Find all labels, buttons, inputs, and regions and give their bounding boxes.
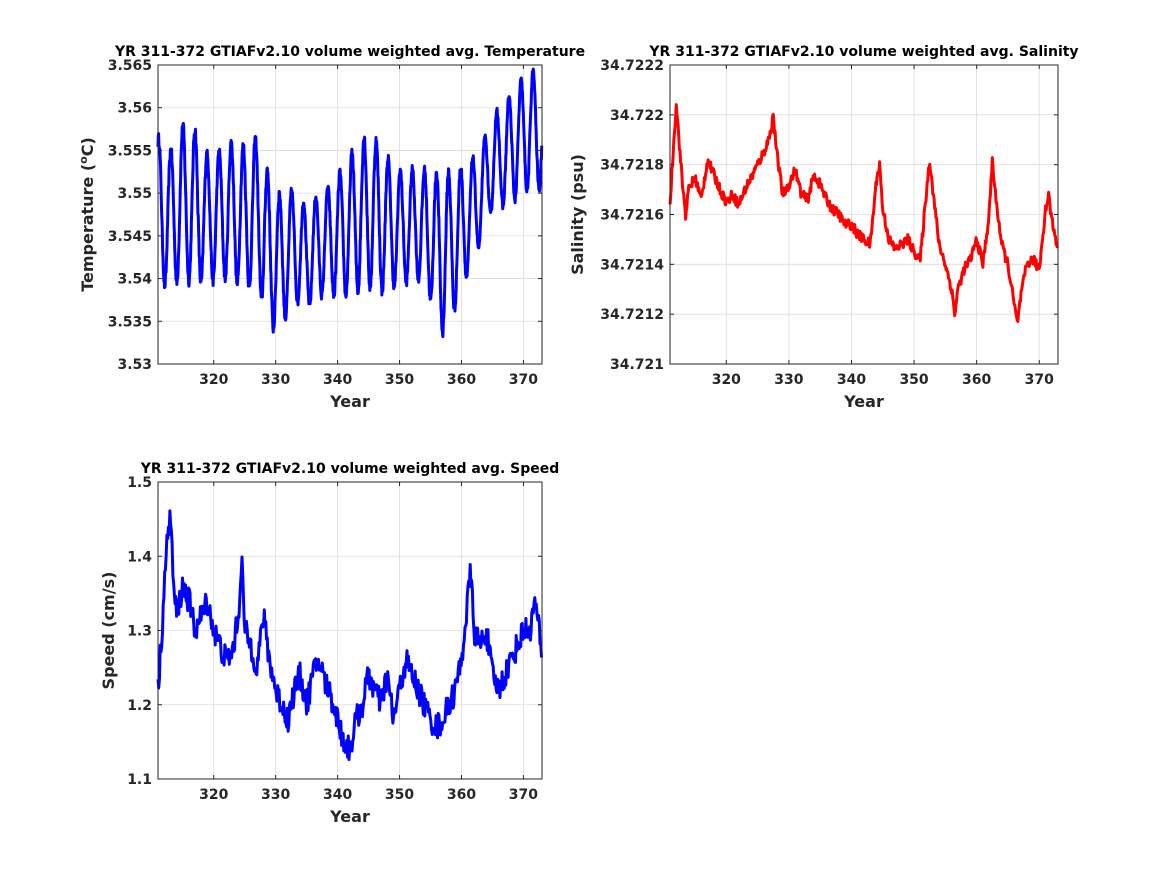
y-tick-label: 3.55 xyxy=(117,186,152,202)
x-axis-label: Year xyxy=(329,807,370,826)
y-tick-label: 3.555 xyxy=(108,143,152,159)
x-tick-label: 360 xyxy=(962,372,991,388)
x-tick-label: 330 xyxy=(261,787,290,803)
axes-frame xyxy=(157,64,543,365)
y-tick-label: 3.56 xyxy=(117,101,152,117)
chart-title: YR 311-372 GTIAFv2.10 volume weighted av… xyxy=(114,44,585,60)
y-tick-label: 1.3 xyxy=(127,624,152,640)
x-tick-label: 330 xyxy=(774,372,803,388)
x-tick-label: 330 xyxy=(261,372,290,388)
y-tick-label: 34.721 xyxy=(610,357,664,373)
x-tick-label: 340 xyxy=(837,372,866,388)
y-tick-label: 3.53 xyxy=(117,357,152,373)
x-tick-label: 320 xyxy=(199,372,228,388)
y-tick-label: 3.54 xyxy=(117,272,152,288)
y-axis-label: Temperature (oC) xyxy=(77,137,97,292)
x-tick-label: 370 xyxy=(1025,372,1054,388)
x-axis-label: Year xyxy=(329,392,370,411)
y-tick-label: 34.7218 xyxy=(600,158,664,174)
chart-title: YR 311-372 GTIAFv2.10 volume weighted av… xyxy=(140,461,560,477)
x-tick-label: 370 xyxy=(509,787,538,803)
y-tick-label: 34.7216 xyxy=(600,208,664,224)
y-tick-label: 3.565 xyxy=(108,58,152,74)
speed-chart: 320 330 340 350 360 370 1.1 1.2 1.3 1.4 1.5 Year Spe… xyxy=(99,461,559,826)
y-tick-label: 1.1 xyxy=(127,772,152,788)
series-line xyxy=(668,103,1059,323)
x-tick-label: 320 xyxy=(712,372,741,388)
y-tick-label: 3.545 xyxy=(108,229,152,245)
x-tick-label: 360 xyxy=(447,787,476,803)
y-tick-label: 34.7212 xyxy=(600,307,664,323)
temperature-chart: 320 330 340 350 360 370 3.53 3.535 3.54 3.545 3.55… xyxy=(77,44,585,411)
y-tick-label: 1.5 xyxy=(127,475,152,491)
y-tick-label: 1.4 xyxy=(127,549,152,565)
x-tick-label: 340 xyxy=(323,372,352,388)
y-tick-label: 34.7222 xyxy=(600,58,664,74)
series-line xyxy=(156,67,544,339)
x-axis-label: Year xyxy=(843,392,884,411)
y-axis-label: Speed (cm/s) xyxy=(99,572,118,690)
salinity-chart: 320 330 340 350 360 370 34.721 34.7212 34.7214 34… xyxy=(568,44,1079,411)
y-tick-label: 3.535 xyxy=(108,314,152,330)
x-tick-label: 350 xyxy=(385,372,414,388)
x-tick-label: 350 xyxy=(899,372,928,388)
y-axis-label: Salinity (psu) xyxy=(568,154,587,275)
series-line xyxy=(156,509,543,761)
y-tick-label: 34.7214 xyxy=(600,257,664,273)
chart-title: YR 311-372 GTIAFv2.10 volume weighted av… xyxy=(648,44,1078,60)
x-tick-label: 370 xyxy=(509,372,538,388)
x-tick-label: 360 xyxy=(447,372,476,388)
y-tick-label: 34.722 xyxy=(610,108,664,124)
x-tick-label: 350 xyxy=(385,787,414,803)
x-tick-label: 320 xyxy=(199,787,228,803)
y-tick-label: 1.2 xyxy=(127,698,152,714)
x-tick-label: 340 xyxy=(323,787,352,803)
